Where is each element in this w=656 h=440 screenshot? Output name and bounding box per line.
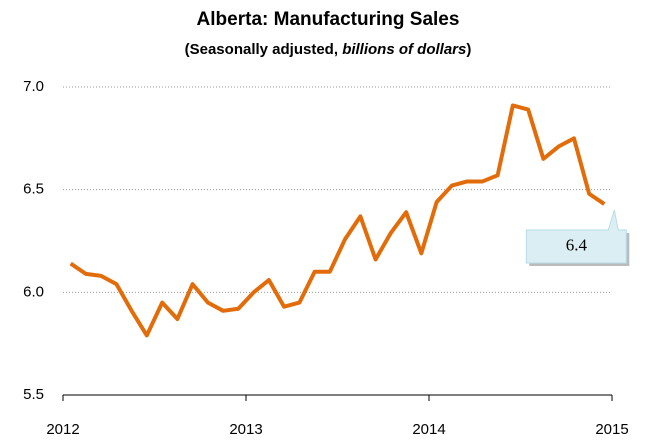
x-tick-label: 2012 xyxy=(46,421,79,438)
x-tick-label: 2014 xyxy=(412,421,445,438)
line xyxy=(69,103,606,338)
chart-subtitle: (Seasonally adjusted, billions of dollar… xyxy=(185,41,472,58)
y-tick-label: 5.5 xyxy=(23,386,44,403)
y-tick-label: 7.0 xyxy=(23,78,44,95)
y-tick-label: 6.5 xyxy=(23,181,44,198)
y-tick-label: 6.0 xyxy=(23,283,44,300)
callout xyxy=(525,209,627,264)
subtitle-part: billions of dollars xyxy=(342,41,466,58)
subtitle-part: (Seasonally adjusted, xyxy=(185,41,343,58)
chart-title: Alberta: Manufacturing Sales xyxy=(197,9,460,30)
annotation: 6.4 xyxy=(566,235,588,254)
x-tick-label: 2013 xyxy=(229,421,262,438)
x-tick-label: 2015 xyxy=(595,421,628,438)
subtitle-part: ) xyxy=(466,41,471,58)
